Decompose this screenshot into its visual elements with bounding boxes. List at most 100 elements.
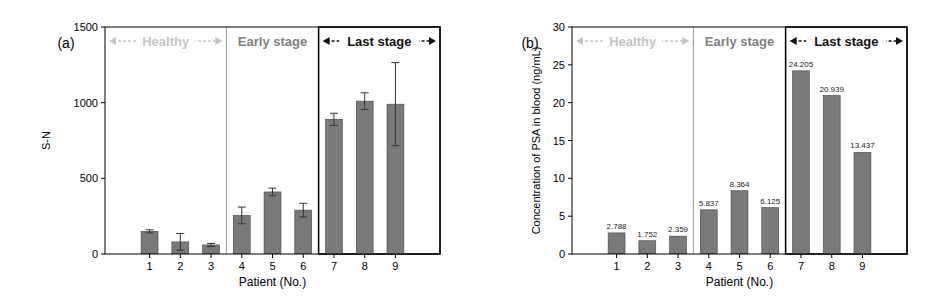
error-bar (391, 63, 399, 146)
y-tick-label: 500 (80, 172, 98, 184)
y-tick-label: 10 (553, 172, 565, 184)
group-arrow-head (682, 37, 689, 45)
error-bar (207, 243, 215, 246)
y-tick (101, 178, 105, 179)
group-label: Healthy (142, 34, 190, 49)
plot-frame (105, 27, 440, 254)
x-tick-label: 7 (798, 260, 804, 272)
group-label: Early stage (705, 34, 774, 49)
x-axis-label: Patient (No.) (239, 275, 306, 289)
group-label-bg (339, 32, 419, 49)
bar (356, 101, 373, 254)
x-tick-label: 5 (269, 260, 275, 272)
x-tick (211, 254, 212, 258)
x-tick (647, 254, 648, 258)
x-tick (333, 254, 334, 258)
x-tick-label: 2 (177, 260, 183, 272)
y-tick-label: 25 (553, 59, 565, 71)
error-bar (238, 207, 246, 224)
bar (670, 236, 687, 254)
x-tick (241, 254, 242, 258)
group-label-bg (136, 32, 194, 49)
data-label: 24.205 (789, 60, 814, 69)
data-label: 20.939 (819, 85, 844, 94)
y-tick (568, 178, 572, 179)
x-tick-label: 4 (239, 260, 245, 272)
group-label-bg (603, 32, 661, 49)
group-separator (693, 27, 694, 254)
bars (141, 63, 404, 254)
x-tick (800, 254, 801, 258)
data-label: 8.364 (729, 180, 750, 189)
error-bar (146, 230, 154, 233)
data-label: 13.437 (850, 141, 875, 150)
x-tick (616, 254, 617, 258)
x-tick (708, 254, 709, 258)
group-arrow-head (576, 37, 583, 45)
figure: HealthyEarly stageLast stage050010001500… (0, 0, 928, 307)
x-tick-label: 8 (829, 260, 835, 272)
bar (639, 241, 656, 254)
bar (793, 71, 810, 254)
panel-label: (a) (57, 35, 74, 51)
group-label-bg (806, 32, 886, 49)
error-bar (330, 113, 338, 125)
group-label: Last stage (347, 34, 411, 49)
group-label: Healthy (609, 34, 657, 49)
panel-label: (b) (521, 35, 538, 51)
y-tick (568, 27, 572, 28)
group-arrow-head (896, 37, 903, 45)
bar (326, 119, 343, 254)
bars (608, 71, 871, 254)
x-tick (364, 254, 365, 258)
y-tick (568, 102, 572, 103)
bar (141, 231, 158, 254)
group-label: Early stage (238, 34, 307, 49)
x-tick-label: 5 (736, 260, 742, 272)
group-box (319, 27, 440, 254)
bar (854, 152, 871, 254)
y-tick-label: 0 (559, 248, 565, 260)
error-bar (176, 234, 184, 251)
data-label: 5.837 (699, 199, 720, 208)
group-arrow-head (109, 37, 116, 45)
y-tick (568, 64, 572, 65)
bar (608, 233, 625, 254)
group-box (786, 27, 907, 254)
x-tick-label: 2 (644, 260, 650, 272)
data-label: 2.788 (607, 222, 628, 231)
x-tick (180, 254, 181, 258)
x-tick (770, 254, 771, 258)
y-tick-label: 5 (559, 210, 565, 222)
x-tick-label: 3 (675, 260, 681, 272)
y-tick-label: 30 (553, 21, 565, 33)
y-tick (101, 254, 105, 255)
group-arrow-head (429, 37, 436, 45)
y-tick (101, 102, 105, 103)
x-tick-label: 6 (300, 260, 306, 272)
x-tick-label: 8 (362, 260, 368, 272)
y-tick (568, 216, 572, 217)
y-tick-label: 1500 (74, 21, 98, 33)
x-tick (739, 254, 740, 258)
group-label-bg (696, 32, 783, 49)
y-axis-label: Concentration of PSA in blood (ng/mL) (530, 47, 542, 235)
data-label: 2.359 (668, 225, 689, 234)
y-tick (101, 27, 105, 28)
x-tick-label: 1 (614, 260, 620, 272)
bar (731, 191, 748, 254)
x-tick (678, 254, 679, 258)
error-bar (299, 203, 307, 217)
x-tick-label: 4 (706, 260, 712, 272)
x-tick (149, 254, 150, 258)
bar (762, 208, 779, 254)
x-tick-label: 9 (859, 260, 865, 272)
plot-frame (572, 27, 907, 254)
bar (823, 96, 840, 254)
error-bar (361, 93, 369, 110)
group-separator (226, 27, 227, 254)
bar (700, 210, 717, 254)
y-axis-label: S-N (40, 131, 52, 150)
group-arrow-head (790, 37, 797, 45)
x-tick-label: 1 (147, 260, 153, 272)
